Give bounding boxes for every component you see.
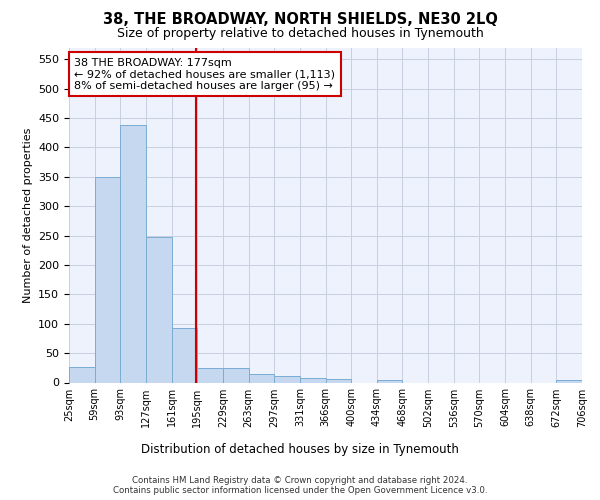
Bar: [146, 238, 172, 382]
Text: Size of property relative to detached houses in Tynemouth: Size of property relative to detached ho…: [116, 28, 484, 40]
Y-axis label: Number of detached properties: Number of detached properties: [23, 128, 32, 302]
Text: 38 THE BROADWAY: 177sqm
← 92% of detached houses are smaller (1,113)
8% of semi-: 38 THE BROADWAY: 177sqm ← 92% of detache…: [74, 58, 335, 91]
Bar: [556, 380, 582, 382]
Bar: [121, 125, 146, 382]
Text: 38, THE BROADWAY, NORTH SHIELDS, NE30 2LQ: 38, THE BROADWAY, NORTH SHIELDS, NE30 2L…: [103, 12, 497, 28]
Text: Distribution of detached houses by size in Tynemouth: Distribution of detached houses by size …: [141, 442, 459, 456]
Bar: [223, 368, 248, 382]
Bar: [197, 368, 223, 382]
Bar: [248, 374, 274, 382]
Bar: [172, 328, 197, 382]
Bar: [325, 379, 351, 382]
Bar: [300, 378, 325, 382]
Bar: [377, 380, 403, 382]
Text: Contains HM Land Registry data © Crown copyright and database right 2024.
Contai: Contains HM Land Registry data © Crown c…: [113, 476, 487, 495]
Bar: [95, 177, 121, 382]
Bar: [274, 376, 300, 382]
Bar: [69, 366, 95, 382]
